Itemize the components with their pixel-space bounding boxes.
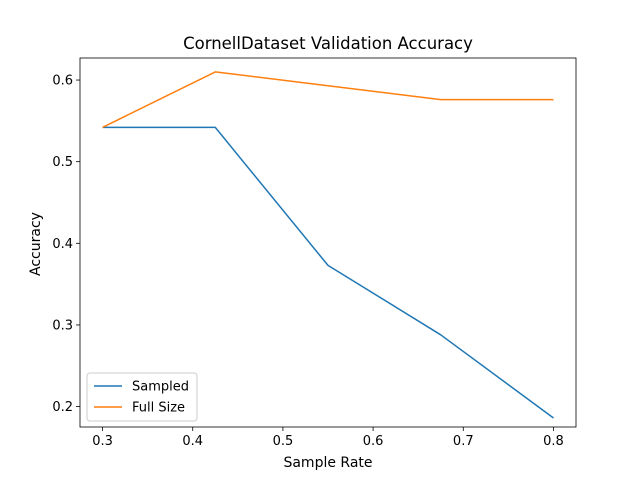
series-lines <box>102 71 554 419</box>
x-axis-title: Sample Rate <box>283 455 372 471</box>
y-tick-label: 0.5 <box>52 155 73 170</box>
x-tick-label: 0.4 <box>182 434 203 449</box>
legend-box <box>86 372 198 422</box>
y-tick-label: 0.2 <box>52 400 73 415</box>
plot-area <box>79 57 577 428</box>
plot-frame <box>79 57 577 428</box>
x-tick-label: 0.3 <box>92 434 113 449</box>
series-line-1 <box>102 71 554 129</box>
series-line-0 <box>102 126 554 419</box>
legend: Sampled Full Size <box>86 372 198 422</box>
legend-label: Full Size <box>132 401 185 416</box>
y-tick-label: 0.3 <box>52 318 73 333</box>
y-tick-label: 0.6 <box>52 74 73 89</box>
y-tick-label: 0.4 <box>52 237 73 252</box>
y-axis-title: Accuracy <box>28 212 44 276</box>
legend-label: Sampled <box>132 380 189 395</box>
x-tick-label: 0.8 <box>543 434 564 449</box>
x-tick-label: 0.5 <box>273 434 294 449</box>
x-tick-label: 0.7 <box>453 434 474 449</box>
chart-title: CornellDataset Validation Accuracy <box>183 34 473 53</box>
x-axis: 0.3 0.4 0.5 0.6 0.7 0.8 <box>92 427 564 449</box>
y-axis: 0.2 0.3 0.4 0.5 0.6 <box>52 74 80 415</box>
x-tick-label: 0.6 <box>363 434 384 449</box>
